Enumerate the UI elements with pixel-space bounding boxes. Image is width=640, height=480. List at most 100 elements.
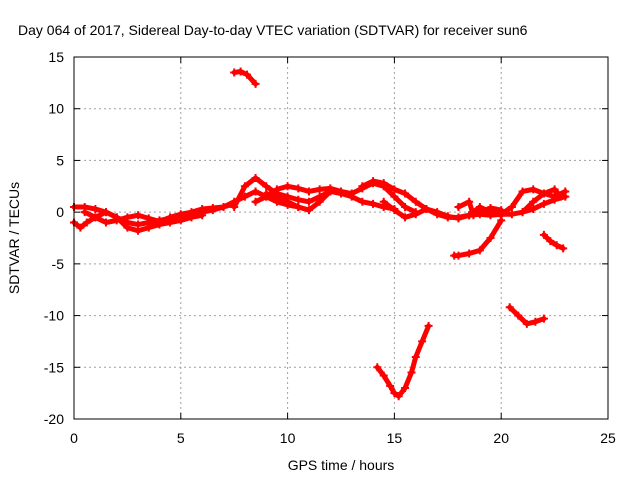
x-tick-labels: 0 5 10 15 20 25: [70, 430, 616, 446]
y-tick-label: 0: [56, 204, 64, 220]
data-point: [230, 202, 239, 211]
data-point: [518, 208, 527, 217]
plot-frame: [73, 56, 609, 420]
data-point: [531, 317, 540, 326]
y-tick-label: -15: [44, 359, 64, 375]
data-point: [294, 195, 303, 204]
data-point: [347, 189, 356, 198]
data-point: [102, 208, 111, 217]
series-arc-7: [262, 187, 335, 215]
x-tick-label: 0: [70, 430, 78, 446]
data-point: [475, 208, 484, 217]
data-point: [243, 70, 252, 79]
data-point: [283, 182, 292, 191]
data-point: [561, 187, 570, 196]
data-point: [251, 187, 260, 196]
axis-ticks: [73, 56, 609, 420]
data-point: [546, 237, 555, 246]
y-tick-label: 5: [56, 152, 64, 168]
data-point: [251, 79, 260, 88]
data-point: [552, 241, 561, 250]
data-point: [82, 218, 91, 227]
y-tick-labels: -20 -15 -10 -5 0 5 10 15: [44, 49, 64, 427]
data-point: [401, 383, 410, 392]
data-point: [505, 303, 514, 312]
data-point: [465, 197, 474, 206]
data-point: [134, 226, 143, 235]
x-tick-label: 10: [280, 430, 296, 446]
data-point: [198, 205, 207, 214]
data-point: [522, 319, 531, 328]
data-point: [358, 182, 367, 191]
data-point: [507, 210, 516, 219]
data-point: [337, 187, 345, 196]
data-point: [369, 177, 378, 186]
data-point: [123, 223, 132, 232]
data-point: [390, 185, 399, 194]
data-point: [422, 205, 431, 214]
series-arc-13: [373, 321, 433, 401]
data-point: [390, 389, 399, 398]
y-tick-label: 15: [48, 49, 64, 65]
data-point: [304, 197, 313, 206]
data-point: [102, 218, 111, 227]
data-point: [529, 197, 538, 206]
y-tick-label: -20: [44, 411, 64, 427]
series-arc-4: [230, 67, 260, 88]
data-point: [358, 197, 367, 206]
data-point: [134, 211, 143, 220]
series-arc-14: [450, 216, 506, 260]
data-point: [219, 202, 228, 211]
series-arc-3: [80, 199, 239, 227]
series-arc-12: [518, 185, 566, 217]
data-point: [251, 197, 260, 206]
data-point: [411, 197, 420, 206]
data-point: [424, 321, 433, 330]
data-point: [401, 202, 410, 211]
data-point: [486, 204, 495, 213]
data-point: [518, 187, 527, 196]
data-point: [251, 174, 260, 183]
data-point: [529, 205, 538, 214]
data-point: [230, 68, 239, 77]
data-point: [91, 213, 100, 222]
data-point: [486, 234, 495, 242]
x-axis-label: GPS time / hours: [288, 457, 395, 473]
data-point: [294, 184, 303, 193]
data-point: [539, 314, 548, 323]
data-point: [559, 244, 568, 253]
y-tick-label: 10: [48, 101, 64, 117]
data-point: [443, 212, 452, 221]
data-point: [240, 182, 249, 191]
data-point: [315, 197, 324, 206]
data-point: [76, 223, 85, 232]
data-point: [550, 185, 559, 194]
data-point: [418, 337, 427, 346]
data-point: [262, 182, 271, 191]
data-layer: [70, 67, 570, 401]
data-point: [272, 192, 281, 201]
x-tick-label: 5: [177, 430, 185, 446]
series-arc-16: [539, 230, 568, 253]
series-arc-15: [505, 303, 548, 328]
data-point: [187, 208, 196, 217]
data-point: [315, 185, 324, 194]
data-point: [123, 213, 132, 222]
data-point: [514, 311, 523, 320]
data-point: [236, 67, 245, 76]
series-line: [541, 232, 566, 251]
data-point: [272, 185, 281, 194]
data-point: [283, 197, 292, 206]
y-axis-label: SDTVAR / TECUs: [6, 182, 22, 294]
data-point: [326, 187, 335, 196]
data-point: [539, 189, 548, 198]
y-tick-label: -10: [44, 308, 64, 324]
series-arc-9: [379, 197, 506, 223]
data-point: [390, 206, 399, 215]
series-line: [253, 180, 419, 215]
data-point: [390, 192, 399, 201]
data-point: [454, 251, 463, 260]
data-point: [262, 189, 271, 198]
data-point: [176, 210, 185, 219]
data-point: [433, 208, 442, 217]
